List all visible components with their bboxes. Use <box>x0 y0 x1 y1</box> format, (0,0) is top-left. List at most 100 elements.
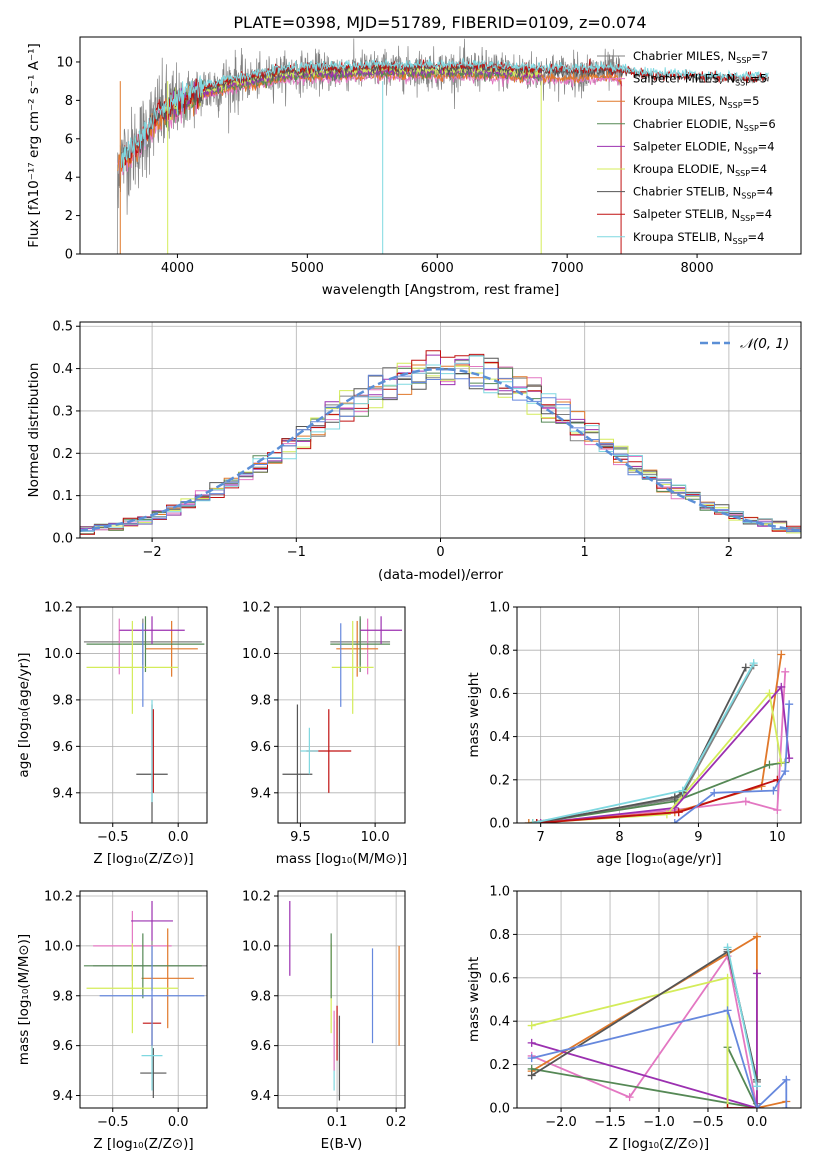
legend-entry: 𝒩(0, 1) <box>740 336 789 352</box>
plus-marker <box>723 943 732 952</box>
y-tick-label: 0.3 <box>52 404 73 419</box>
y-tick-label: 2 <box>65 209 73 224</box>
plus-marker <box>678 786 687 795</box>
axes-residuals: −2 −1 0 1 2 0.0 0.1 0.2 0.3 0.4 0.5 (data-model)/er… <box>26 320 802 583</box>
x-tick-label: −0.5 <box>97 830 129 845</box>
legend-subscript: SSP <box>736 56 751 65</box>
axes-mass_vs_ebv: 0.1 0.2 9.4 9.6 9.8 10.0 10.2 E(B-V) <box>242 889 406 1152</box>
y-tick-label: 9.4 <box>52 786 73 801</box>
mass-weight-line <box>531 1009 788 1108</box>
legend-entry: Kroupa STELIB, NSSP=4 <box>633 230 764 246</box>
legend-entry: Kroupa MILES, NSSP=5 <box>633 94 759 110</box>
legend-entry: Chabrier MILES, NSSP=7 <box>633 49 768 65</box>
plus-marker <box>527 1071 536 1080</box>
legend-label: Kroupa ELODIE, N <box>633 162 735 176</box>
plot-area-age_vs_mass <box>282 616 403 823</box>
y-tick-label: 9.4 <box>250 1089 271 1104</box>
x-tick-label: −2 <box>143 545 162 560</box>
x-axis-label: (data-model)/error <box>378 567 504 583</box>
x-tick-label: 7 <box>537 830 545 845</box>
gaussian-curve <box>80 367 801 532</box>
plus-marker <box>749 659 758 668</box>
legend-label: Chabrier MILES, N <box>633 49 736 63</box>
plus-marker <box>741 797 750 806</box>
y-tick-label: 0.8 <box>489 928 510 943</box>
plus-marker <box>723 1006 732 1015</box>
y-tick-label: 9.6 <box>250 740 271 755</box>
plus-marker <box>528 819 537 823</box>
x-tick-label: 0.1 <box>327 1115 348 1130</box>
legend-label: Kroupa MILES, N <box>633 94 728 108</box>
legend-subscript: SSP <box>733 237 748 246</box>
x-axis-label: Z [log₁₀(Z/Z⊙)] <box>93 1136 193 1152</box>
plus-marker <box>527 1038 536 1047</box>
plus-marker <box>785 700 794 709</box>
plus-marker <box>527 1021 536 1030</box>
y-tick-label: 0.5 <box>52 320 73 335</box>
legend-entry: Salpeter STELIB, NSSP=4 <box>633 207 772 223</box>
x-tick-label: −0.5 <box>97 1115 129 1130</box>
axes-frame <box>79 890 208 1109</box>
legend-subscript: SSP <box>728 101 743 110</box>
axes-frame <box>277 890 406 1109</box>
legend-label: Salpeter MILES, N <box>633 72 735 86</box>
mass-weight-line <box>536 667 747 823</box>
y-axis-label: Normed distribution <box>26 363 42 498</box>
x-axis-label: Z [log₁₀(Z/Z⊙)] <box>609 1136 709 1152</box>
y-tick-label: 10.0 <box>44 647 73 662</box>
y-tick-label: 0 <box>65 248 73 263</box>
y-tick-label: 0.1 <box>52 489 73 504</box>
mass-weight-line <box>532 761 786 823</box>
y-tick-label: 10.0 <box>44 939 73 954</box>
y-tick-label: 0.6 <box>489 687 510 702</box>
plus-marker <box>777 758 786 767</box>
x-tick-label: 1 <box>581 545 589 560</box>
x-axis-label: age [log₁₀(age/yr)] <box>596 851 721 867</box>
spectrum-model-line <box>163 66 542 128</box>
legend-value: =4 <box>758 139 775 153</box>
mass-weight-line <box>726 947 758 1087</box>
legend-value: =6 <box>759 117 776 131</box>
mass-weight-line <box>531 973 758 1108</box>
axes-mass_weight_vs_Z: −2.0 −1.5 −1.0 −0.5 0.0 0.0 0.2 0.4 0.6 0.8 1.0 Z [… <box>466 885 802 1152</box>
x-tick-label: 8 <box>615 830 623 845</box>
plus-marker <box>723 973 732 982</box>
y-tick-label: 4 <box>65 171 73 186</box>
y-tick-label: 10.2 <box>44 601 73 616</box>
axes-mass_vs_Z: −0.5 0.0 9.4 9.6 9.8 10.0 10.2 Z [log₁₀(Z/Z⊙)] m… <box>16 889 208 1152</box>
plus-marker <box>752 1082 761 1091</box>
axes-frame <box>79 321 802 539</box>
x-tick-label: 0.0 <box>747 1115 768 1130</box>
x-tick-label: 0.0 <box>168 830 189 845</box>
legend-value: =4 <box>750 162 767 176</box>
y-tick-label: 10.2 <box>242 889 271 904</box>
plot-area-age_vs_Z <box>83 616 205 823</box>
legend-entry: Salpeter ELODIE, NSSP=4 <box>633 139 775 155</box>
legend-value: =5 <box>750 72 767 86</box>
plus-marker <box>752 969 761 978</box>
plus-marker <box>662 810 671 819</box>
legend-subscript: SSP <box>735 79 750 88</box>
plus-marker <box>781 767 790 776</box>
x-axis-label: Z [log₁₀(Z/Z⊙)] <box>93 851 193 867</box>
plus-marker <box>765 689 774 698</box>
y-axis-label: mass [log₁₀(M/M⊙)] <box>16 934 32 1065</box>
y-axis-label: Flux [fλ10⁻¹⁷ erg cm⁻² s⁻¹ A⁻¹] <box>26 43 42 248</box>
y-tick-label: 9.8 <box>250 989 271 1004</box>
x-tick-label: 8000 <box>681 261 714 276</box>
mass-weight-line <box>531 950 758 1081</box>
y-tick-label: 0.4 <box>489 1015 510 1030</box>
y-axis-label: mass weight <box>466 957 482 1042</box>
legend-subscript: SSP <box>741 192 756 201</box>
x-tick-label: 0.0 <box>168 1115 189 1130</box>
axes-frame <box>277 606 406 824</box>
legend-entry: Salpeter MILES, NSSP=5 <box>633 72 767 88</box>
mass-weight-line <box>528 654 783 823</box>
plus-marker <box>781 667 790 676</box>
plot-area-mass_vs_ebv <box>289 900 400 1101</box>
plus-marker <box>527 1054 536 1063</box>
x-tick-label: −1.0 <box>643 1115 675 1130</box>
spectrum-model-line <box>119 57 769 172</box>
x-tick-label: 7000 <box>551 261 584 276</box>
legend-label: Chabrier STELIB, N <box>633 185 741 199</box>
